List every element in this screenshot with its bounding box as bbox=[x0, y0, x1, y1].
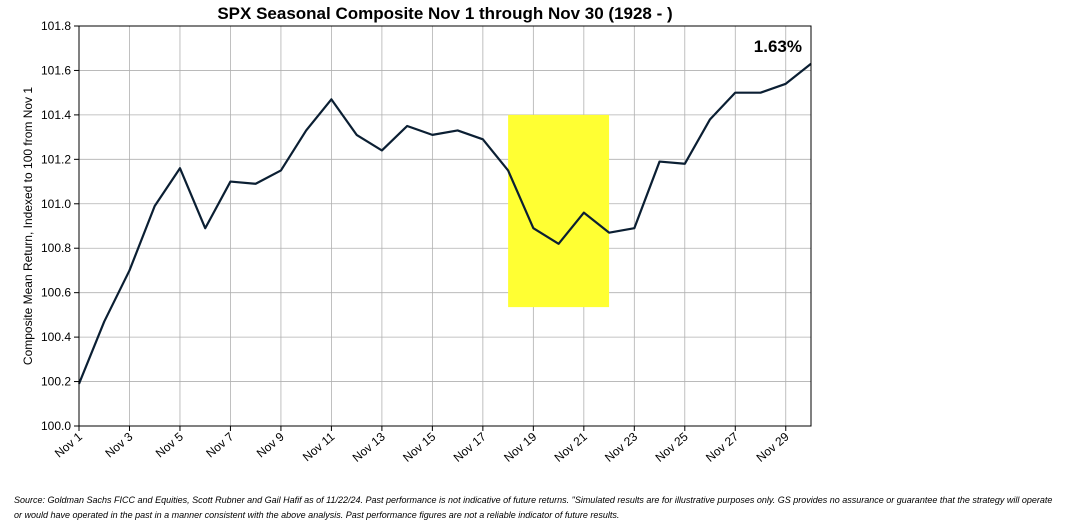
highlight-layer bbox=[508, 114, 610, 308]
x-tick-label: Nov 9 bbox=[254, 429, 287, 460]
y-tick-label: 100.0 bbox=[41, 419, 71, 433]
x-tick-label: Nov 11 bbox=[300, 429, 338, 464]
return-annotation: 1.63% bbox=[754, 37, 802, 56]
chart-title: SPX Seasonal Composite Nov 1 through Nov… bbox=[217, 4, 672, 23]
x-axis-ticks: Nov 1 Nov 3 Nov 5 Nov 7 Nov 9 Nov 11 Nov 13 Nov… bbox=[52, 426, 792, 465]
y-tick-label: 100.6 bbox=[41, 286, 71, 300]
x-tick-label: Nov 25 bbox=[653, 429, 691, 464]
x-tick-label: Nov 17 bbox=[451, 429, 489, 464]
y-tick-label: 100.4 bbox=[41, 330, 71, 344]
plot-area-border bbox=[78, 25, 812, 427]
y-tick-label: 101.4 bbox=[41, 108, 71, 122]
x-tick-label: Nov 23 bbox=[602, 429, 640, 464]
series-line bbox=[77, 62, 812, 385]
y-tick-label: 101.0 bbox=[41, 197, 71, 211]
x-tick-label: Nov 3 bbox=[102, 429, 135, 460]
y-tick-label: 101.6 bbox=[41, 63, 71, 77]
chart: SPX Seasonal Composite Nov 1 through Nov… bbox=[21, 4, 812, 465]
y-axis-ticks: 100.0 100.2 100.4 100.6 100.8 101.0 101.2 101.4… bbox=[41, 19, 79, 433]
y-tick-label: 101.2 bbox=[41, 152, 71, 166]
highlight-box bbox=[508, 114, 610, 308]
y-tick-label: 101.8 bbox=[41, 19, 71, 33]
x-tick-label: Nov 19 bbox=[501, 429, 539, 464]
y-tick-label: 100.2 bbox=[41, 375, 71, 389]
series-lines bbox=[77, 62, 812, 385]
x-tick-label: Nov 15 bbox=[400, 429, 438, 464]
x-tick-label: Nov 13 bbox=[350, 429, 388, 464]
x-tick-label: Nov 5 bbox=[153, 429, 186, 460]
x-tick-label: Nov 27 bbox=[703, 429, 741, 464]
y-tick-label: 100.8 bbox=[41, 241, 71, 255]
x-tick-label: Nov 1 bbox=[52, 429, 85, 460]
y-axis-label: Composite Mean Return, Indexed to 100 fr… bbox=[21, 87, 35, 365]
x-tick-label: Nov 21 bbox=[552, 429, 590, 464]
x-tick-label: Nov 7 bbox=[203, 429, 236, 460]
grid bbox=[78, 25, 811, 427]
source-note: Source: Goldman Sachs FICC and Equities,… bbox=[14, 495, 1053, 520]
x-tick-label: Nov 29 bbox=[754, 429, 792, 464]
